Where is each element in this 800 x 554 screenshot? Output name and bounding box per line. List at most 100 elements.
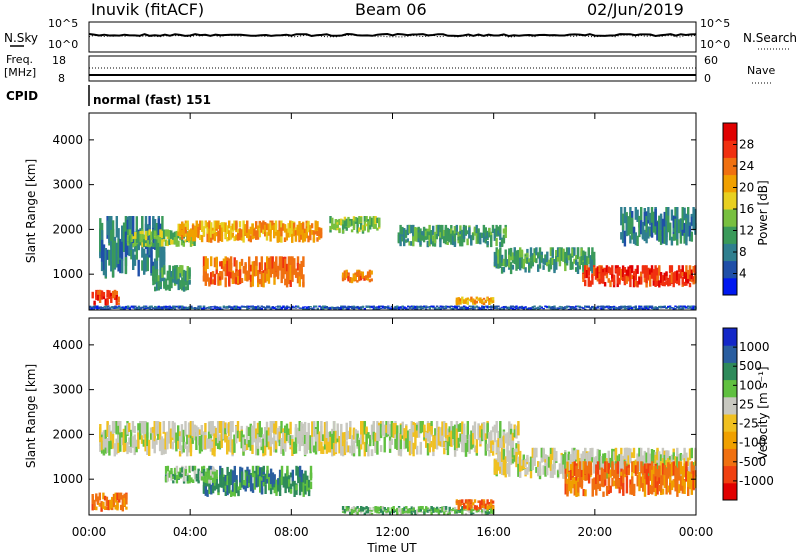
- data-cell: [226, 260, 229, 277]
- data-cell: [528, 308, 531, 310]
- data-cell: [649, 274, 652, 287]
- data-cell: [441, 224, 444, 234]
- data-cell: [473, 445, 477, 453]
- data-cell: [439, 307, 442, 309]
- data-cell: [670, 236, 674, 246]
- data-cell: [605, 486, 609, 496]
- data-cell: [179, 265, 182, 275]
- data-cell: [643, 306, 647, 308]
- data-cell: [652, 474, 656, 493]
- data-cell: [240, 306, 244, 308]
- data-cell: [166, 270, 170, 281]
- data-cell: [235, 479, 238, 490]
- data-cell: [287, 434, 291, 442]
- data-cell: [166, 229, 169, 237]
- data-cell: [383, 307, 386, 309]
- data-cell: [555, 250, 558, 257]
- data-cell: [502, 306, 506, 308]
- data-cell: [672, 278, 675, 288]
- data-cell: [275, 308, 278, 310]
- data-cell: [538, 305, 542, 308]
- data-cell: [246, 306, 249, 309]
- data-cell: [504, 256, 507, 268]
- data-cell: [444, 422, 448, 439]
- data-cell: [255, 465, 258, 479]
- data-cell: [154, 305, 157, 308]
- data-cell: [547, 264, 551, 272]
- data-cell: [191, 230, 195, 242]
- data-cell: [544, 454, 547, 460]
- x-tick-label: 12:00: [375, 525, 410, 539]
- data-cell: [376, 508, 379, 514]
- data-cell: [186, 445, 189, 457]
- data-cell: [287, 256, 291, 267]
- data-cell: [432, 241, 435, 247]
- data-cell: [562, 248, 565, 262]
- data-cell: [224, 256, 227, 270]
- data-cell: [202, 265, 206, 282]
- data-cell: [177, 278, 180, 291]
- data-cell: [668, 222, 672, 235]
- data-cell: [128, 422, 131, 432]
- data-cell: [208, 306, 211, 309]
- data-cell: [529, 456, 533, 471]
- data-cell: [410, 224, 413, 234]
- nsky-label: N.Sky: [4, 31, 38, 45]
- data-cell: [435, 421, 439, 433]
- data-cell: [164, 466, 168, 474]
- data-cell: [511, 252, 515, 261]
- data-cell: [157, 307, 161, 310]
- data-cell: [638, 306, 641, 308]
- data-cell: [336, 307, 339, 309]
- data-cell: [396, 307, 399, 309]
- data-cell: [318, 305, 321, 308]
- data-cell: [255, 221, 258, 229]
- data-cell: [479, 298, 482, 304]
- data-cell: [318, 431, 321, 451]
- data-cell: [614, 470, 618, 487]
- data-cell: [613, 480, 616, 487]
- data-cell: [116, 492, 119, 501]
- data-cell: [193, 307, 197, 310]
- data-cell: [620, 232, 623, 240]
- data-cell: [658, 451, 661, 466]
- freq-tick-top: 18: [52, 54, 66, 67]
- data-cell: [621, 455, 625, 466]
- data-cell: [645, 265, 648, 277]
- data-cell: [347, 306, 350, 309]
- data-cell: [262, 228, 265, 235]
- data-cell: [111, 220, 115, 252]
- data-cell: [219, 307, 222, 310]
- data-cell: [244, 306, 247, 308]
- data-cell: [654, 308, 657, 310]
- data-cell: [182, 269, 186, 280]
- data-cell: [197, 226, 200, 239]
- data-cell: [361, 225, 365, 231]
- data-cell: [634, 307, 638, 309]
- data-cell: [580, 256, 583, 265]
- data-cell: [312, 237, 316, 243]
- data-cell: [439, 229, 442, 240]
- data-cell: [175, 306, 179, 308]
- data-cell: [256, 427, 260, 441]
- data-cell: [128, 238, 131, 254]
- data-cell: [110, 307, 114, 309]
- data-cell: [285, 228, 289, 233]
- data-cell: [146, 307, 150, 309]
- data-cell: [192, 479, 195, 483]
- data-cell: [208, 228, 211, 234]
- data-cell: [365, 276, 368, 279]
- data-cell: [685, 469, 688, 480]
- data-cell: [349, 279, 352, 283]
- data-cell: [213, 307, 217, 309]
- data-cell: [91, 500, 94, 511]
- data-cell: [258, 262, 262, 273]
- data-cell: [302, 308, 305, 310]
- data-cell: [341, 305, 345, 308]
- data-cell: [491, 307, 495, 309]
- data-cell: [677, 277, 681, 286]
- data-cell: [678, 484, 681, 494]
- data-cell: [179, 280, 182, 290]
- data-cell: [491, 500, 495, 504]
- data-cell: [170, 232, 173, 239]
